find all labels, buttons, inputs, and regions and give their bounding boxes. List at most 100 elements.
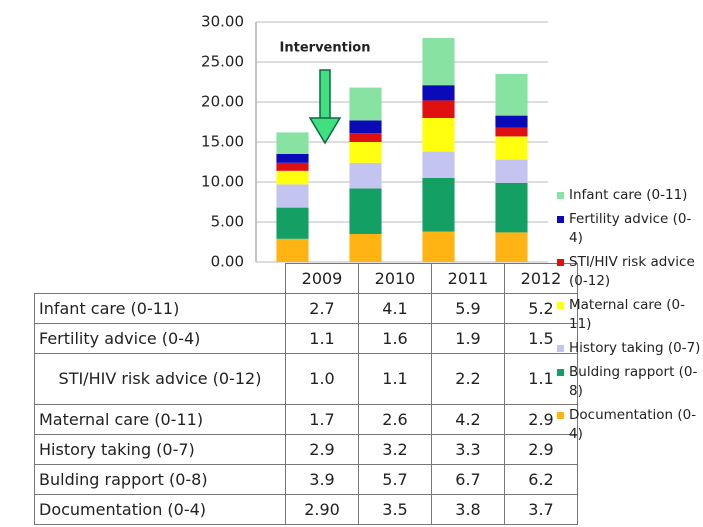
table-corner <box>35 264 286 294</box>
bar-segment <box>349 188 382 234</box>
bar-segment <box>495 136 528 160</box>
bar-segment <box>495 127 528 137</box>
legend-label: Documentation (0-4) <box>569 407 697 442</box>
x-tick-label: 2012 <box>504 263 578 294</box>
legend-item: Maternal care (0-11) <box>557 296 702 334</box>
value-cell: 5.2 <box>504 292 578 324</box>
y-tick-label: 20.00 <box>201 93 244 111</box>
legend-item: History taking (0-7) <box>557 339 702 358</box>
y-tick-label: 25.00 <box>201 53 244 71</box>
row-header: Documentation (0-4) <box>34 493 286 525</box>
legend-swatch <box>557 302 564 309</box>
legend-label: Fertility advice (0-4) <box>569 211 692 246</box>
value-cell: 6.7 <box>431 463 505 495</box>
value-cell: 2.6 <box>358 403 432 435</box>
value-cell: 3.7 <box>504 493 578 525</box>
x-tick-label: 2010 <box>358 263 432 294</box>
value-cell: 2.90 <box>285 493 359 525</box>
legend-swatch <box>557 216 564 223</box>
bar-segment <box>276 238 309 262</box>
legend-item: Bulding rapport (0-8) <box>557 363 702 401</box>
bar-segment <box>276 184 309 208</box>
value-cell: 3.2 <box>358 433 432 465</box>
bar-segment <box>422 38 455 86</box>
bar-segment <box>276 154 309 163</box>
table-row: History taking (0-7) 2.9 3.2 3.3 2.9 <box>34 433 578 465</box>
value-cell: 1.1 <box>504 352 578 405</box>
legend-label: History taking (0-7) <box>569 340 701 356</box>
value-cell: 2.2 <box>431 352 505 405</box>
arrow <box>308 69 342 145</box>
bar-segment <box>495 115 528 128</box>
x-tick-label: 2011 <box>431 263 505 294</box>
value-cell: 5.7 <box>358 463 432 495</box>
legend-swatch <box>557 345 564 352</box>
y-tick-label: 10.00 <box>201 173 244 191</box>
bar-segment <box>349 162 382 189</box>
legend-label: Maternal care (0-11) <box>569 297 685 332</box>
value-cell: 5.9 <box>431 292 505 324</box>
value-cell: 3.8 <box>431 493 505 525</box>
bar-segment <box>422 118 455 152</box>
value-cell: 1.9 <box>431 322 505 354</box>
bar-segment <box>422 231 455 262</box>
bar-segment <box>495 74 528 116</box>
bar-segment <box>422 151 455 178</box>
legend-label: STI/HIV risk advice (0-12) <box>569 254 695 289</box>
annotation: Intervention <box>280 41 371 56</box>
value-cell: 3.9 <box>285 463 359 495</box>
table-row: Infant care (0-11) 2.7 4.1 5.9 5.2 <box>34 292 578 324</box>
row-header: STI/HIV risk advice (0-12) <box>34 352 286 405</box>
legend-item: STI/HIV risk advice (0-12) <box>557 253 702 291</box>
value-cell: 2.9 <box>504 433 578 465</box>
table-row: Fertility advice (0-4) 1.1 1.6 1.9 1.5 <box>34 322 578 354</box>
table-row: Maternal care (0-11) 1.7 2.6 4.2 2.9 <box>34 403 578 435</box>
value-cell: 6.2 <box>504 463 578 495</box>
bar-segment <box>349 133 382 142</box>
value-cell: 4.2 <box>431 403 505 435</box>
value-cell: 2.7 <box>285 292 359 324</box>
bar-segment <box>276 207 309 239</box>
value-cell: 1.1 <box>285 322 359 354</box>
legend: Infant care (0-11) Fertility advice (0-4)… <box>557 186 702 449</box>
value-cell: 1.6 <box>358 322 432 354</box>
row-header: Infant care (0-11) <box>34 292 286 324</box>
row-header: Fertility advice (0-4) <box>34 322 286 354</box>
y-tick-label: 30.00 <box>201 13 244 31</box>
legend-label: Bulding rapport (0-8) <box>569 364 698 399</box>
value-cell: 3.3 <box>431 433 505 465</box>
data-table: 2009 2010 2011 2012 Infant care (0-11) 2.7 4.1… <box>34 263 578 525</box>
legend-item: Fertility advice (0-4) <box>557 210 702 248</box>
legend-label: Infant care (0-11) <box>569 187 688 203</box>
value-cell: 4.1 <box>358 292 432 324</box>
bar-segment <box>276 170 309 185</box>
value-cell: 1.5 <box>504 322 578 354</box>
bar-segment <box>276 132 309 154</box>
bar-segment <box>422 85 455 101</box>
row-header: History taking (0-7) <box>34 433 286 465</box>
bar-segment <box>349 234 382 262</box>
bar-segment <box>422 100 455 118</box>
bar-segment <box>495 232 528 262</box>
bar-segment <box>349 142 382 163</box>
x-tick-label: 2009 <box>285 263 359 294</box>
value-cell: 3.5 <box>358 493 432 525</box>
bar-segment <box>276 162 309 171</box>
table-header-row: 2009 2010 2011 2012 <box>35 263 578 294</box>
y-tick-label: 5.00 <box>211 213 244 231</box>
legend-item: Infant care (0-11) <box>557 186 702 205</box>
legend-swatch <box>557 369 564 376</box>
table-row: STI/HIV risk advice (0-12) 1.0 1.1 2.2 1.1 <box>34 352 578 405</box>
row-header: Maternal care (0-11) <box>34 403 286 435</box>
legend-swatch <box>557 259 564 266</box>
bar-segment <box>422 178 455 232</box>
value-cell: 1.1 <box>358 352 432 405</box>
legend-swatch <box>557 192 564 199</box>
legend-swatch <box>557 412 564 419</box>
row-header: Bulding rapport (0-8) <box>34 463 286 495</box>
bar-segment <box>495 182 528 233</box>
table-row: Documentation (0-4) 2.90 3.5 3.8 3.7 <box>34 493 578 525</box>
bar-segment <box>495 159 528 183</box>
